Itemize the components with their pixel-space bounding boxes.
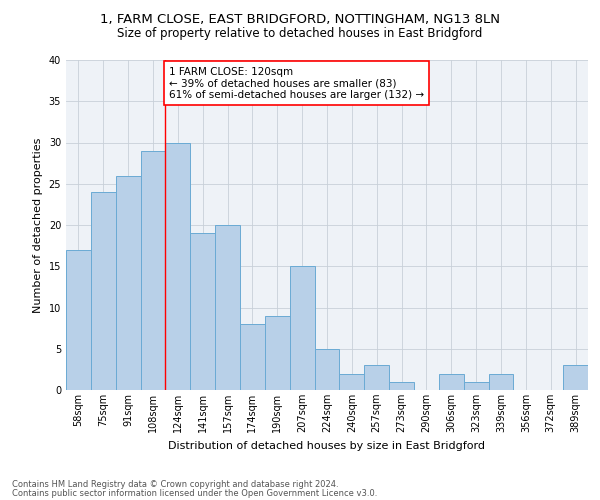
Bar xyxy=(290,266,314,390)
Text: Size of property relative to detached houses in East Bridgford: Size of property relative to detached ho… xyxy=(118,28,482,40)
X-axis label: Distribution of detached houses by size in East Bridgford: Distribution of detached houses by size … xyxy=(169,440,485,450)
Bar xyxy=(116,176,140,390)
Bar xyxy=(91,192,116,390)
Bar xyxy=(66,250,91,390)
Bar xyxy=(488,374,514,390)
Bar xyxy=(563,365,588,390)
Text: Contains public sector information licensed under the Open Government Licence v3: Contains public sector information licen… xyxy=(12,488,377,498)
Bar xyxy=(464,382,488,390)
Text: 1 FARM CLOSE: 120sqm
← 39% of detached houses are smaller (83)
61% of semi-detac: 1 FARM CLOSE: 120sqm ← 39% of detached h… xyxy=(169,66,424,100)
Bar xyxy=(240,324,265,390)
Bar xyxy=(314,349,340,390)
Bar xyxy=(389,382,414,390)
Text: Contains HM Land Registry data © Crown copyright and database right 2024.: Contains HM Land Registry data © Crown c… xyxy=(12,480,338,489)
Text: 1, FARM CLOSE, EAST BRIDGFORD, NOTTINGHAM, NG13 8LN: 1, FARM CLOSE, EAST BRIDGFORD, NOTTINGHA… xyxy=(100,12,500,26)
Bar xyxy=(439,374,464,390)
Y-axis label: Number of detached properties: Number of detached properties xyxy=(33,138,43,312)
Bar xyxy=(340,374,364,390)
Bar xyxy=(215,225,240,390)
Bar xyxy=(166,142,190,390)
Bar xyxy=(265,316,290,390)
Bar xyxy=(140,151,166,390)
Bar xyxy=(364,365,389,390)
Bar xyxy=(190,233,215,390)
